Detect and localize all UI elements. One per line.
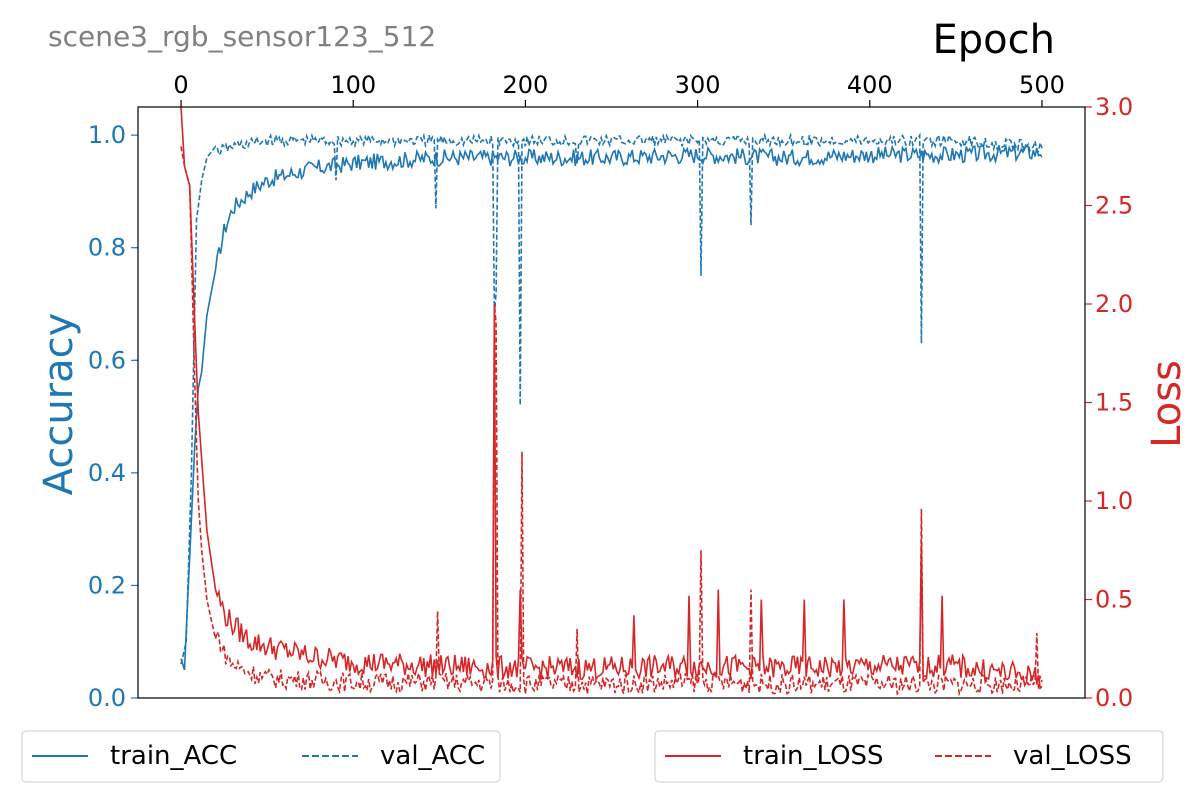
legend-label-val-acc: val_ACC xyxy=(380,741,485,771)
left-axis-label: Accuracy xyxy=(36,313,82,496)
axis-ticks: 0 100 200 300 400 500 0.0 0.2 0.4 0.6 0.8 1.0 0.0 0.5… xyxy=(88,71,1133,712)
right-tick-label: 0.5 xyxy=(1095,586,1133,614)
series-line-train-acc xyxy=(180,143,1043,671)
right-tick-label: 1.5 xyxy=(1095,389,1133,417)
legend-box xyxy=(654,730,1164,783)
legend-loss: train_LOSS val_LOSS xyxy=(654,730,1164,783)
right-tick-label: 2.0 xyxy=(1095,290,1133,318)
x-tick-label: 200 xyxy=(503,71,549,99)
x-tick-label: 0 xyxy=(173,71,188,99)
right-tick-label: 3.0 xyxy=(1095,93,1133,121)
left-tick-label: 0.2 xyxy=(88,571,126,599)
right-axis-label: Loss xyxy=(1144,360,1190,448)
x-axis-label: Epoch xyxy=(933,17,1055,63)
plot-area xyxy=(180,106,1043,697)
series-line-val-acc xyxy=(180,132,1043,665)
left-tick-label: 0.6 xyxy=(88,346,126,374)
x-tick-label: 300 xyxy=(675,71,721,99)
right-tick-label: 1.0 xyxy=(1095,487,1133,515)
left-tick-label: 0.4 xyxy=(88,459,126,487)
legend-label-train-loss: train_LOSS xyxy=(743,741,884,771)
x-tick-label: 400 xyxy=(847,71,893,99)
left-tick-label: 1.0 xyxy=(88,121,126,149)
x-tick-label: 100 xyxy=(330,71,376,99)
left-tick-label: 0.8 xyxy=(88,234,126,262)
series-line-train-loss xyxy=(180,106,1043,690)
legend-label-val-loss: val_LOSS xyxy=(1013,741,1132,771)
legend-accuracy: train_ACC val_ACC xyxy=(21,730,501,783)
legend-label-train-acc: train_ACC xyxy=(110,741,237,771)
right-tick-label: 2.5 xyxy=(1095,192,1133,220)
left-tick-label: 0.0 xyxy=(88,684,126,712)
x-tick-label: 500 xyxy=(1019,71,1065,99)
series-line-val-loss xyxy=(180,146,1043,697)
legend-box xyxy=(21,730,501,783)
right-tick-label: 0.0 xyxy=(1095,684,1133,712)
chart-title: scene3_rgb_sensor123_512 xyxy=(48,20,436,53)
plot-frame xyxy=(137,106,1086,699)
